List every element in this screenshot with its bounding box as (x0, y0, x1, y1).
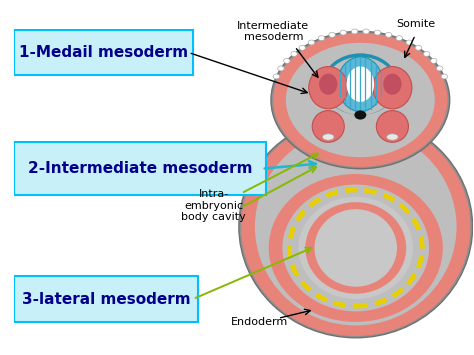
Circle shape (340, 30, 346, 35)
Ellipse shape (309, 66, 348, 109)
Circle shape (374, 30, 381, 35)
Circle shape (329, 32, 335, 37)
Circle shape (351, 29, 358, 34)
Ellipse shape (239, 116, 473, 338)
Ellipse shape (322, 53, 398, 115)
Circle shape (396, 36, 402, 40)
Ellipse shape (305, 202, 406, 294)
Ellipse shape (325, 57, 396, 115)
Ellipse shape (319, 73, 337, 95)
Circle shape (273, 74, 280, 79)
Ellipse shape (283, 185, 429, 311)
Ellipse shape (273, 33, 447, 167)
Ellipse shape (376, 110, 409, 142)
Circle shape (318, 36, 325, 40)
Ellipse shape (315, 209, 397, 287)
Circle shape (299, 45, 305, 50)
FancyBboxPatch shape (14, 142, 266, 195)
Ellipse shape (383, 73, 401, 95)
Text: 1-Medail mesoderm: 1-Medail mesoderm (19, 45, 188, 60)
Circle shape (406, 40, 412, 45)
Ellipse shape (322, 134, 334, 140)
Ellipse shape (271, 31, 450, 169)
Text: Intermediate
mesoderm: Intermediate mesoderm (237, 21, 310, 42)
Text: Somite: Somite (396, 19, 435, 29)
Circle shape (278, 66, 284, 71)
Text: 2-Intermediate mesoderm: 2-Intermediate mesoderm (28, 161, 253, 176)
FancyBboxPatch shape (14, 29, 193, 75)
Ellipse shape (241, 118, 470, 336)
Text: Intra-
embryonic
body cavity: Intra- embryonic body cavity (181, 189, 246, 222)
Ellipse shape (373, 66, 412, 109)
Circle shape (355, 110, 366, 120)
Circle shape (291, 51, 297, 56)
Ellipse shape (337, 57, 383, 111)
Text: Endoderm: Endoderm (231, 317, 288, 327)
Text: 3-lateral mesoderm: 3-lateral mesoderm (22, 291, 190, 306)
Ellipse shape (387, 134, 398, 140)
Circle shape (385, 32, 392, 37)
Circle shape (415, 45, 421, 50)
Ellipse shape (286, 43, 435, 157)
Circle shape (363, 29, 369, 34)
Circle shape (308, 40, 315, 45)
FancyBboxPatch shape (14, 276, 198, 322)
Circle shape (423, 51, 430, 56)
Circle shape (283, 59, 290, 63)
Ellipse shape (299, 197, 413, 299)
Ellipse shape (269, 174, 443, 322)
Circle shape (437, 66, 443, 71)
Ellipse shape (255, 128, 456, 326)
Circle shape (430, 59, 437, 63)
Circle shape (441, 74, 447, 79)
Ellipse shape (346, 66, 374, 102)
Ellipse shape (312, 110, 344, 142)
Polygon shape (330, 142, 388, 151)
